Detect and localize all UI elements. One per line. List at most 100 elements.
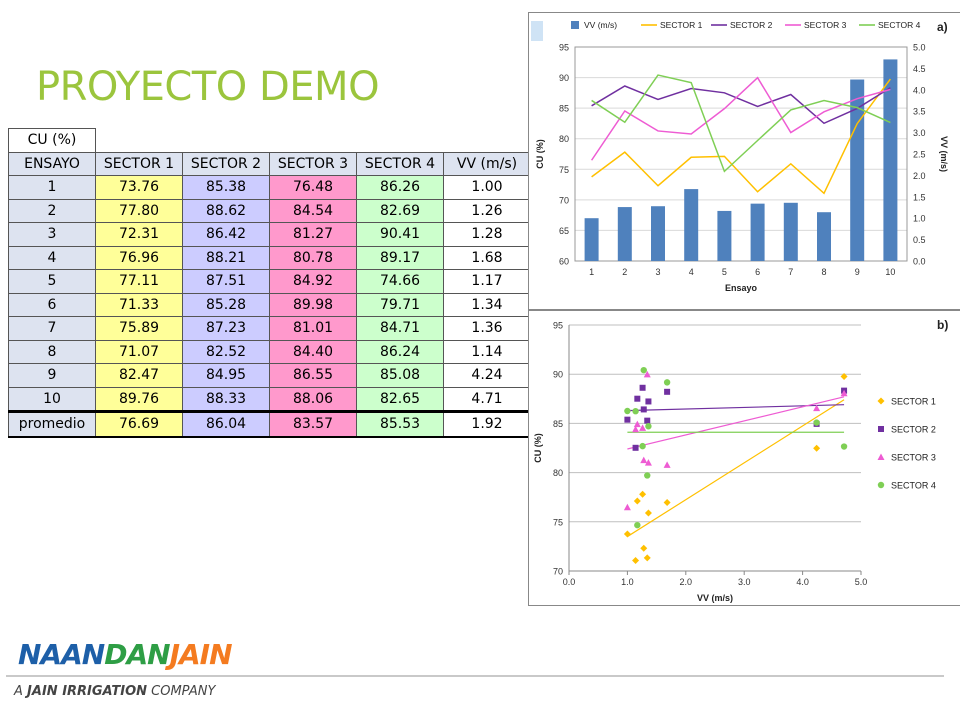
bar-line-chart: 60657075808590950.00.51.01.52.02.53.03.5… (531, 20, 949, 293)
legend: VV (m/s) SECTOR 1 SECTOR 2 SECTOR 3 SECTOR 4 (571, 20, 921, 30)
cell-ensayo: 1 (8, 175, 96, 200)
panel-label-a: a) (937, 20, 948, 34)
y-left-tick-label: 75 (559, 165, 569, 175)
panel-label-b: b) (937, 318, 948, 332)
x-tick-label: 1.0 (621, 577, 634, 587)
cell-vv: 1.00 (443, 175, 531, 200)
point-sector-3 (633, 420, 641, 428)
footer-divider (6, 675, 944, 677)
logo-part-1: NAAN (18, 638, 105, 671)
trendline-sector-2 (627, 404, 845, 412)
cell-sector-2: 86.42 (182, 222, 270, 247)
cell-vv: 1.17 (443, 269, 531, 294)
point-sector-3 (639, 424, 647, 431)
y-left-tick-label: 90 (559, 73, 569, 83)
x-tick-label: 4 (689, 267, 694, 277)
average-sector-2: 86.04 (182, 410, 270, 438)
company-logo: NAANDANJAIN (18, 638, 233, 671)
cell-sector-1: 72.31 (95, 222, 183, 247)
header-vv: VV (m/s) (443, 151, 531, 176)
legend-label: SECTOR 2 (891, 425, 936, 435)
vv-bar (883, 59, 898, 261)
cell-sector-3: 76.48 (269, 175, 357, 200)
cell-sector-2: 84.95 (182, 363, 270, 388)
legend-marker-sector-4 (877, 481, 885, 489)
cell-sector-3: 80.78 (269, 245, 357, 270)
y-right-tick-label: 0.5 (913, 235, 926, 245)
header-sector-2: SECTOR 2 (182, 151, 270, 176)
cell-sector-2: 87.23 (182, 316, 270, 341)
cell-sector-3: 88.06 (269, 386, 357, 412)
cell-ensayo: 5 (8, 269, 96, 294)
cell-sector-1: 71.33 (95, 292, 183, 317)
vv-bar (684, 189, 699, 261)
y-axis-label: CU (%) (533, 433, 543, 463)
vv-bar (651, 206, 665, 261)
x-tick-label: 5.0 (855, 577, 868, 587)
point-sector-2 (632, 444, 639, 451)
cell-sector-1: 77.80 (95, 198, 183, 223)
point-sector-3 (623, 503, 631, 511)
chart-panel-b: 70 75 80 85 90 95 0.0 1.0 2.0 3.0 4.0 5.0 VV (m/s) CU… (528, 310, 960, 606)
point-sector-2 (645, 398, 652, 405)
tagline-a: A (14, 684, 23, 699)
cell-ensayo: 4 (8, 245, 96, 270)
cell-sector-3: 81.01 (269, 316, 357, 341)
vv-bar (717, 210, 732, 261)
series-line-sector-4 (591, 74, 891, 173)
cell-ensayo: 2 (8, 198, 96, 223)
point-sector-1 (663, 499, 671, 507)
cell-sector-4: 79.71 (356, 292, 444, 317)
cell-sector-1: 73.76 (95, 175, 183, 200)
chart-panel-a: 60 65 70 75 80 85 90 95 0.0 0.5 1.0 1.5 2.0 2.5 3.0 3.5… (528, 12, 960, 310)
cell-sector-4: 82.69 (356, 198, 444, 223)
x-tick-label: 2.0 (680, 577, 693, 587)
legend-label: SECTOR 4 (878, 20, 921, 30)
series-line-sector-3 (590, 76, 891, 161)
table-row: 2 77.80 88.62 84.54 82.69 1.26 (8, 198, 531, 223)
x-tick-label: 7 (788, 267, 793, 277)
point-sector-1 (644, 509, 652, 517)
cell-sector-2: 82.52 (182, 339, 270, 364)
x-tick-label: 10 (885, 267, 895, 277)
point-sector-4 (639, 442, 646, 450)
cell-sector-2: 88.21 (182, 245, 270, 270)
plot-area (574, 46, 908, 262)
y-right-tick-label: 1.5 (913, 192, 926, 202)
table-row: 8 71.07 82.52 84.40 86.24 1.14 (8, 339, 531, 364)
y-right-tick-label: 4.5 (913, 64, 926, 74)
table-row: 6 71.33 85.28 89.98 79.71 1.34 (8, 292, 531, 317)
cell-vv: 1.28 (443, 222, 531, 247)
table-row: 5 77.11 87.51 84.92 74.66 1.17 (8, 269, 531, 294)
table-row: 1 73.76 85.38 76.48 86.26 1.00 (8, 175, 531, 200)
cell-sector-2: 87.51 (182, 269, 270, 294)
header-sector-3: SECTOR 3 (269, 151, 357, 176)
cell-vv: 1.14 (443, 339, 531, 364)
x-tick-label: 3 (655, 267, 660, 277)
cell-sector-2: 88.62 (182, 198, 270, 223)
y-left-tick-label: 80 (559, 134, 569, 144)
logo-part-3: JAIN (169, 638, 233, 671)
cell-sector-2: 88.33 (182, 386, 270, 412)
legend-marker-sector-3 (877, 453, 885, 460)
point-sector-1 (640, 544, 648, 552)
series-line-sector-1 (591, 78, 892, 195)
point-sector-3 (840, 389, 848, 397)
table-row: 4 76.96 88.21 80.78 89.17 1.68 (8, 245, 531, 270)
y-tick-label: 75 (553, 517, 563, 527)
point-sector-4 (663, 379, 671, 386)
cell-vv: 1.26 (443, 198, 531, 223)
point-sector-3 (640, 456, 648, 464)
legend-label: SECTOR 2 (730, 20, 773, 30)
vv-bar (617, 207, 632, 261)
x-tick-label: 9 (855, 267, 860, 277)
cell-sector-4: 89.17 (356, 245, 444, 270)
vv-bar (817, 212, 831, 261)
header-ensayo: ENSAYO (8, 151, 96, 176)
cell-sector-1: 77.11 (95, 269, 183, 294)
cell-vv: 1.68 (443, 245, 531, 270)
cell-sector-3: 86.55 (269, 363, 357, 388)
cell-sector-2: 85.28 (182, 292, 270, 317)
cell-sector-1: 76.96 (95, 245, 183, 270)
point-sector-1 (643, 554, 651, 562)
